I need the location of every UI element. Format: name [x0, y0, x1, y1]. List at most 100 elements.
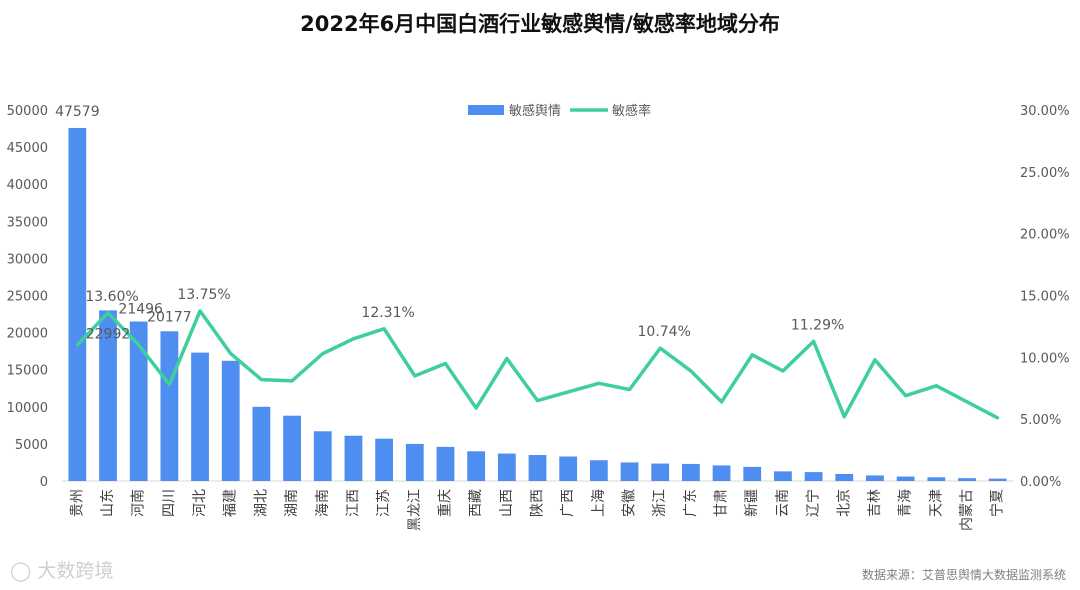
chart-title: 2022年6月中国白酒行业敏感舆情/敏感率地域分布 [300, 12, 780, 36]
line-data-label: 10.74% [638, 324, 691, 340]
rate-point [536, 399, 539, 403]
bar [99, 310, 117, 481]
y-left-tick-label: 5000 [15, 438, 48, 453]
bar [497, 453, 516, 481]
bar [221, 360, 240, 481]
x-tick-label: 山东 [100, 489, 116, 517]
line-data-label: 12.31% [361, 305, 414, 321]
x-tick-label: 四川 [161, 489, 177, 517]
watermark-text: 大数跨境 [37, 560, 114, 582]
bar [774, 471, 792, 481]
rate-point [720, 400, 724, 404]
bar [958, 478, 976, 481]
x-tick-label: 北京 [836, 489, 852, 517]
bar [866, 475, 884, 481]
watermark-icon: ◯ [10, 560, 32, 582]
y-left-tick-label: 20000 [7, 327, 48, 342]
legend-label-bars: 敏感舆情 [509, 103, 561, 119]
bar [436, 446, 455, 481]
rate-point [996, 416, 1000, 420]
rate-point [873, 358, 877, 362]
x-tick-label: 甘肃 [714, 489, 730, 517]
rate-point [628, 387, 632, 391]
bar [896, 476, 915, 481]
rate-point [351, 337, 355, 341]
bar [252, 406, 271, 481]
x-tick-label: 海南 [315, 489, 331, 517]
line-data-label: 13.75% [177, 287, 230, 303]
bar [129, 321, 148, 481]
y-left-tick-label: 15000 [7, 364, 48, 379]
legend-swatch-bars [468, 105, 504, 115]
x-tick-label: 福建 [223, 489, 239, 517]
source-note: 数据来源：艾普思舆情大数据监测系统 [861, 568, 1066, 582]
x-tick-label: 广东 [683, 489, 699, 517]
bar [559, 456, 578, 481]
y-left-tick-label: 40000 [7, 178, 48, 193]
rate-point [474, 406, 478, 410]
rate-point [229, 352, 233, 356]
y-left-tick-label: 45000 [7, 141, 48, 156]
rate-point [658, 346, 662, 350]
x-tick-label: 安徽 [622, 489, 638, 517]
bar [651, 463, 670, 481]
bar [927, 477, 946, 481]
legend-label-line: 敏感率 [612, 103, 651, 119]
x-tick-label: 湖北 [253, 489, 269, 517]
x-tick-label: 江苏 [376, 489, 392, 517]
x-tick-label: 广西 [560, 489, 576, 517]
rate-point [382, 327, 386, 331]
rate-point [597, 381, 601, 385]
x-tick-label: 河南 [131, 489, 147, 517]
x-tick-label: 贵州 [69, 489, 85, 517]
x-tick-label: 青海 [898, 489, 914, 517]
y-left-tick-label: 50000 [7, 104, 48, 119]
rate-point [689, 369, 693, 373]
bar-data-label: 21496 [118, 301, 163, 317]
y-left-tick-label: 10000 [7, 401, 48, 416]
rate-point [781, 369, 785, 373]
bar [988, 478, 1007, 481]
x-tick-label: 上海 [591, 489, 607, 517]
x-tick-label: 陕西 [530, 489, 546, 517]
bar [313, 431, 332, 481]
x-tick-label: 西藏 [468, 489, 484, 517]
bar-data-label: 22992 [86, 326, 131, 342]
rate-point [842, 415, 846, 419]
bar [191, 352, 209, 481]
y-right-tick-label: 30.00% [1020, 104, 1070, 119]
bar [283, 415, 301, 481]
bar [804, 472, 823, 481]
bar [467, 451, 486, 481]
rate-point [505, 357, 509, 361]
rate-point [413, 374, 417, 378]
bar [375, 438, 394, 481]
x-tick-label: 天津 [928, 489, 944, 517]
x-tick-label: 湖南 [284, 489, 300, 517]
rate-point [75, 343, 79, 347]
x-tick-label: 山西 [499, 489, 515, 517]
rate-point [934, 384, 938, 388]
y-right-tick-label: 5.00% [1020, 413, 1061, 428]
line-data-label: 13.60% [85, 289, 138, 305]
bar [68, 127, 87, 482]
bar-data-label: 47579 [55, 104, 100, 120]
y-right-tick-label: 25.00% [1020, 166, 1070, 181]
rate-point [167, 383, 171, 387]
bar [712, 465, 731, 481]
bar-data-label: 20177 [147, 309, 192, 325]
rate-point [443, 362, 447, 366]
rate-point [812, 339, 816, 343]
bar [589, 460, 608, 481]
y-right-tick-label: 0.00% [1020, 475, 1061, 490]
y-left-tick-label: 25000 [7, 290, 48, 305]
x-tick-label: 吉林 [867, 489, 883, 517]
x-tick-label: 辽宁 [805, 489, 822, 517]
rate-point [965, 400, 969, 404]
watermark-logo: ◯ 大数跨境 [10, 556, 113, 583]
bar [743, 466, 762, 481]
bar [528, 455, 547, 481]
x-tick-label: 云南 [775, 489, 791, 517]
